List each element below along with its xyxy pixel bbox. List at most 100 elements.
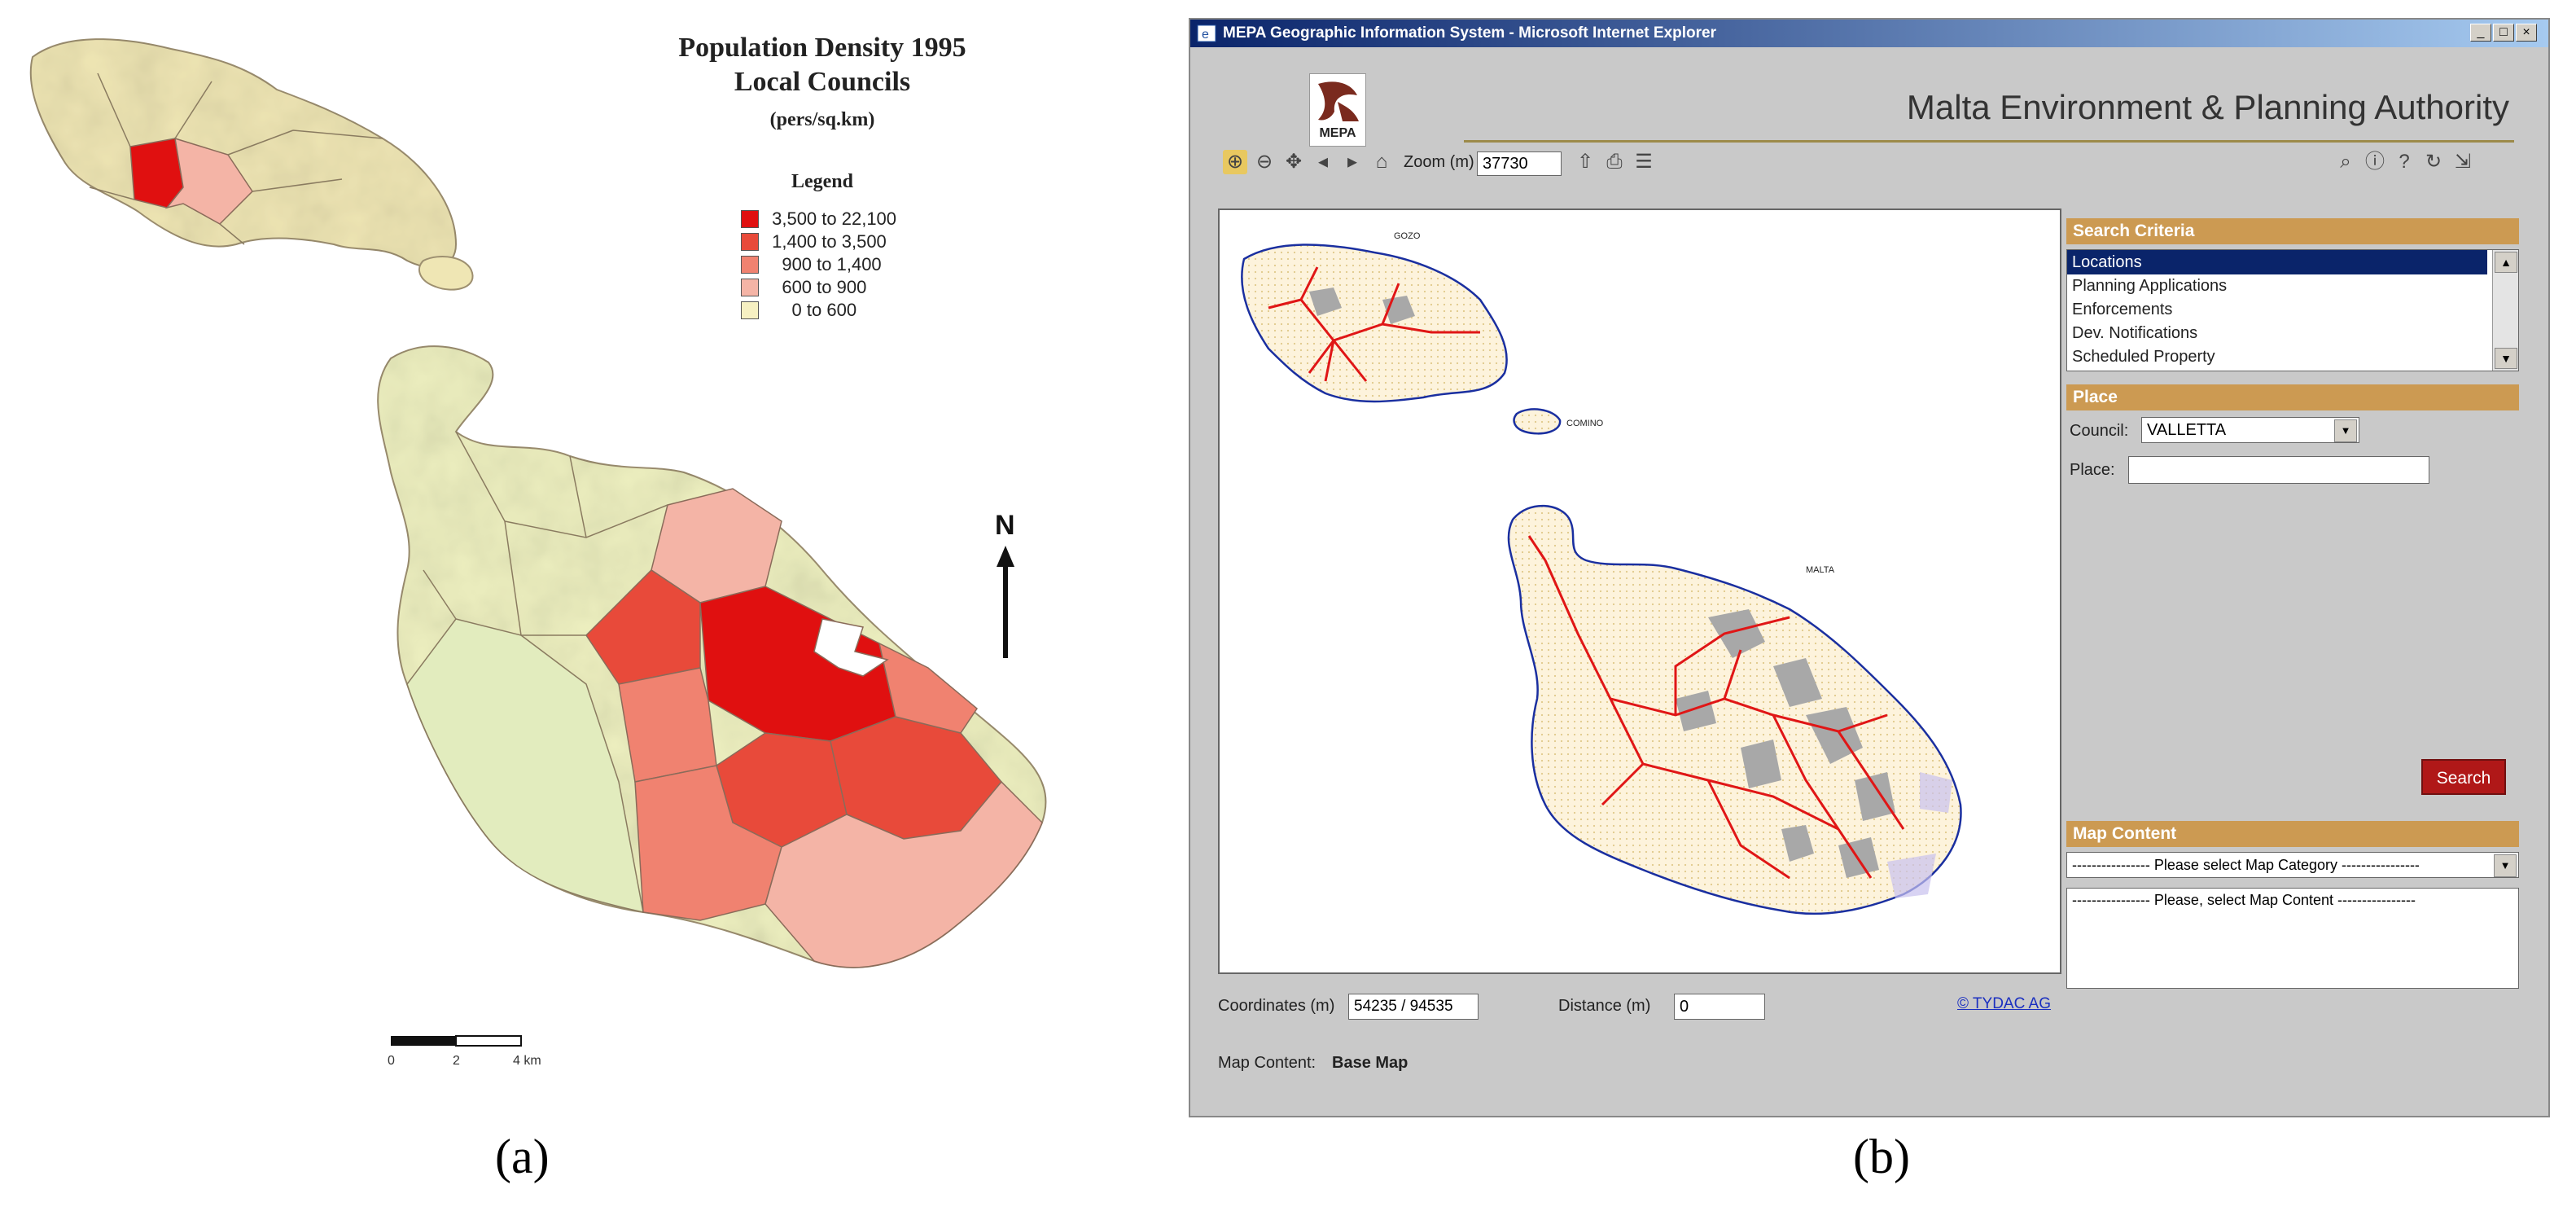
chevron-down-icon[interactable]: ▼ xyxy=(2494,854,2517,877)
ie-icon: e xyxy=(1197,24,1216,42)
distance-label: Distance (m) xyxy=(1558,997,1651,1015)
criteria-item[interactable]: Dev. Notifications xyxy=(2072,324,2198,342)
map-title-line2: Local Councils xyxy=(734,67,911,97)
malta-density-map xyxy=(29,38,1047,968)
chevron-down-icon[interactable]: ▼ xyxy=(2334,419,2357,442)
map-category-select[interactable]: ---------------- Please select Map Categ… xyxy=(2066,852,2519,878)
criteria-item[interactable]: Enforcements xyxy=(2072,301,2173,318)
criteria-item[interactable]: Scheduled Property xyxy=(2072,348,2215,366)
caption-a: (a) xyxy=(495,1130,550,1183)
criteria-item[interactable]: Planning Applications xyxy=(2072,277,2228,295)
place-label: Place: xyxy=(2070,461,2115,479)
forward-icon[interactable]: ▸ xyxy=(1347,151,1358,173)
query-icon[interactable]: ⌕ xyxy=(2340,151,2351,173)
council-lines xyxy=(423,431,668,636)
north-label: N xyxy=(995,510,1015,541)
comino-island xyxy=(418,256,474,291)
tydac-credit-link[interactable]: © TYDAC AG xyxy=(1957,995,2052,1012)
legend: 3,500 to 22,100 1,400 to 3,500 900 to 1,… xyxy=(741,208,953,331)
legend-row: 3,500 to 22,100 xyxy=(741,208,936,230)
header-rule xyxy=(1464,140,2514,143)
legend-range: 0 to 600 xyxy=(767,300,857,320)
council-value: VALLETTA xyxy=(2147,421,2227,439)
legend-swatch xyxy=(741,233,759,251)
criteria-items: Locations Planning Applications Enforcemen… xyxy=(2067,250,2491,371)
layers-icon[interactable]: ☰ xyxy=(1635,151,1653,173)
map-content-header: Map Content xyxy=(2066,821,2519,847)
scale-tick-4: 4 km xyxy=(513,1054,541,1068)
criteria-item[interactable]: Locations xyxy=(2067,250,2487,274)
refresh-icon[interactable]: ↻ xyxy=(2425,151,2442,173)
gis-map[interactable] xyxy=(1220,210,2060,972)
legend-range: 3,500 to 22,100 xyxy=(767,208,897,229)
map-view[interactable]: GOZO COMINO MALTA xyxy=(1218,208,2061,974)
legend-range: 900 to 1,400 xyxy=(767,254,882,274)
map-content-list[interactable]: ---------------- Please, select Map Cont… xyxy=(2066,888,2519,989)
gozo-council-medium xyxy=(165,137,253,225)
search-criteria-list[interactable]: Locations Planning Applications Enforcemen… xyxy=(2066,249,2519,371)
zoom-label: Zoom (m) xyxy=(1404,153,1474,171)
maximize-button[interactable]: □ xyxy=(2493,24,2514,42)
legend-swatch xyxy=(741,210,759,228)
council-label: Council: xyxy=(2070,422,2129,440)
scroll-up-icon[interactable]: ▲ xyxy=(2495,252,2517,273)
council-select[interactable]: VALLETTA ▼ xyxy=(2141,417,2359,443)
info-icon[interactable]: ⓘ xyxy=(2365,151,2385,173)
zoom-out-icon[interactable]: ⊖ xyxy=(1255,151,1273,173)
authority-title: Malta Environment & Planning Authority xyxy=(1906,88,2509,126)
scale-bar xyxy=(391,1035,522,1047)
search-button[interactable]: Search xyxy=(2421,759,2506,795)
zoom-apply-icon[interactable]: ⇧ xyxy=(1576,151,1594,173)
minimize-button[interactable]: _ xyxy=(2470,24,2491,42)
mepa-logo: MEPA xyxy=(1309,73,1366,147)
gis-gozo-urban xyxy=(1309,287,1415,324)
west-councils xyxy=(406,618,644,913)
map-category-placeholder: ---------------- Please select Map Categ… xyxy=(2072,857,2420,873)
legend-row: 600 to 900 xyxy=(741,277,936,298)
back-icon[interactable]: ◂ xyxy=(1317,151,1329,173)
map-label-malta: MALTA xyxy=(1806,565,1835,575)
gis-gozo xyxy=(1241,244,1508,403)
logo-text: MEPA xyxy=(1319,126,1356,140)
browser-window: e MEPA Geographic Information System - M… xyxy=(1189,18,2550,1117)
coordinates-label: Coordinates (m) xyxy=(1218,997,1335,1015)
place-input[interactable] xyxy=(2128,456,2429,484)
scale-tick-0: 0 xyxy=(388,1054,395,1068)
gis-malta-urban xyxy=(1676,609,1895,878)
gozo-council-lines xyxy=(89,72,383,245)
north-arrow-icon xyxy=(997,546,1014,658)
gis-malta-roads xyxy=(1527,535,1905,880)
map-label-gozo: GOZO xyxy=(1394,231,1421,241)
legend-swatch xyxy=(741,279,759,296)
gis-malta xyxy=(1507,504,1962,915)
council-zone-2 xyxy=(585,569,701,685)
map-content-status-label: Map Content: xyxy=(1218,1054,1316,1072)
density-map-panel: Population Density 1995 Local Councils (… xyxy=(0,0,1107,1116)
harbour-inlet xyxy=(813,618,889,677)
council-zone-4 xyxy=(618,667,717,783)
map-title-line1: Population Density 1995 xyxy=(678,33,966,63)
measure-icon[interactable]: ⇲ xyxy=(2454,151,2472,173)
close-button[interactable]: × xyxy=(2516,24,2537,42)
gis-gozo-roads xyxy=(1268,266,1480,382)
caption-b: (b) xyxy=(1853,1130,1910,1183)
search-criteria-header: Search Criteria xyxy=(2066,218,2519,244)
legend-range: 1,400 to 3,500 xyxy=(767,231,887,252)
legend-swatch xyxy=(741,256,759,274)
list-scrollbar[interactable]: ▲ ▼ xyxy=(2492,250,2518,371)
legend-row: 0 to 600 xyxy=(741,300,936,321)
gozo-island xyxy=(29,38,458,269)
scale-tick-2: 2 xyxy=(453,1054,460,1068)
home-icon[interactable]: ⌂ xyxy=(1375,151,1388,173)
print-icon[interactable]: ⎙ xyxy=(1606,151,1623,173)
pan-icon[interactable]: ✥ xyxy=(1285,151,1303,173)
svg-text:e: e xyxy=(1202,28,1209,42)
help-icon[interactable]: ? xyxy=(2399,151,2410,173)
map-title-units: (pers/sq.km) xyxy=(769,109,875,130)
legend-row: 900 to 1,400 xyxy=(741,254,936,275)
legend-row: 1,400 to 3,500 xyxy=(741,231,936,252)
scroll-down-icon[interactable]: ▼ xyxy=(2495,348,2517,369)
council-zone-9 xyxy=(764,780,1043,968)
zoom-input[interactable]: 37730 xyxy=(1477,151,1562,176)
zoom-in-icon[interactable]: ⊕ xyxy=(1223,150,1247,174)
